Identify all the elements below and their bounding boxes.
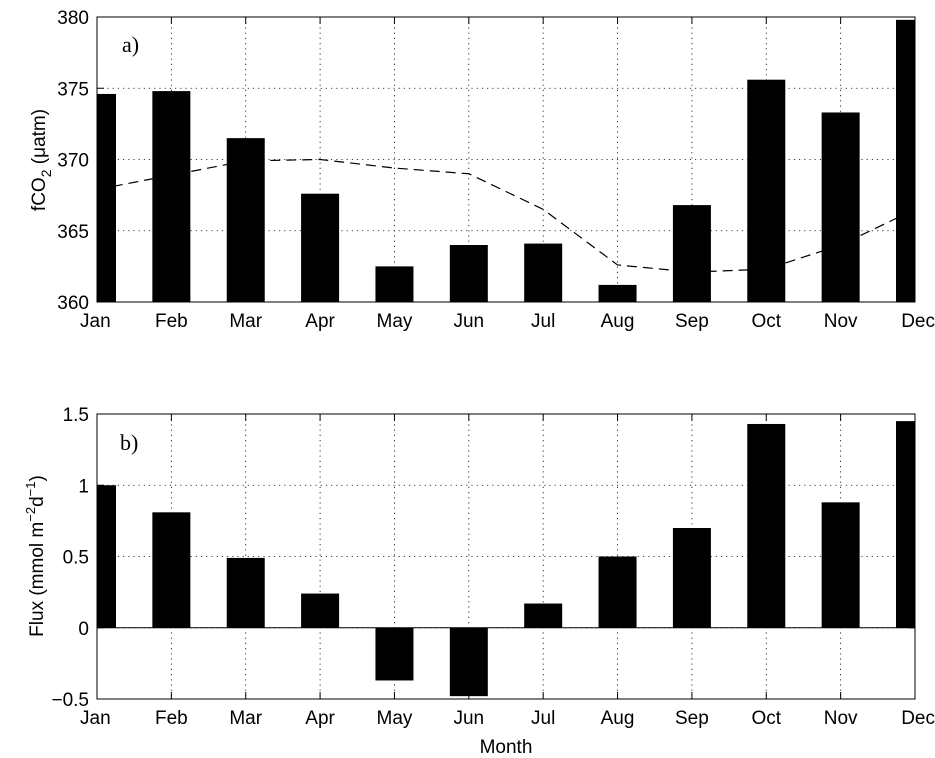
- bar-jan: [97, 485, 116, 628]
- y-tick-label: 365: [57, 222, 89, 243]
- x-tick-label: Dec: [901, 311, 935, 332]
- panel-a-dashed-line: [96, 158, 916, 273]
- x-tick-label: Oct: [751, 708, 781, 729]
- x-tick-label: Sep: [675, 311, 709, 332]
- x-tick-label: Dec: [901, 708, 935, 729]
- panel-b-y-axis-label-mid: d: [27, 496, 48, 507]
- panel-a-frame: [96, 16, 916, 303]
- x-tick-label: May: [377, 708, 413, 729]
- bar-oct: [747, 79, 786, 302]
- bar-feb: [152, 91, 191, 302]
- bar-nov: [821, 502, 860, 628]
- x-tick-label: Jun: [453, 708, 484, 729]
- x-tick-label: Mar: [229, 708, 262, 729]
- y-tick-label: 1.5: [63, 405, 89, 426]
- y-tick-label: −0.5: [51, 690, 89, 711]
- y-tick-label: 360: [57, 293, 89, 314]
- bar-dec: [896, 19, 915, 302]
- panel-a-y-axis-label: fCO2 (μatm): [29, 109, 54, 211]
- y-tick-label: 1: [78, 476, 89, 497]
- x-tick-label: May: [377, 311, 413, 332]
- panel-a-y-axis-label-unit: (μatm): [29, 109, 50, 170]
- bar-mar: [226, 138, 265, 302]
- y-tick-label: 0: [78, 619, 89, 640]
- bar-jul: [524, 243, 563, 302]
- panel-a-fco2-chart: Jan Feb Mar Apr May Jun Jul Aug Sep Oct Nov Dec 360 3…: [29, 8, 935, 332]
- bar-aug: [598, 284, 637, 302]
- panel-a-label: a): [122, 32, 139, 57]
- panel-b-y-axis-label-main: Flux (mmol m: [27, 522, 48, 637]
- x-tick-label: Jul: [531, 311, 555, 332]
- bar-mar: [226, 557, 265, 628]
- bar-sep: [672, 205, 711, 302]
- panel-b-grid: [97, 414, 915, 699]
- bar-sep: [672, 528, 711, 628]
- x-tick-label: Mar: [229, 311, 262, 332]
- x-tick-label: Aug: [601, 311, 635, 332]
- panel-b-y-axis-label-tail: ): [27, 475, 48, 481]
- panel-b-ticks: Jan Feb Mar Apr May Jun Jul Aug Sep Oct Nov Dec −0.5…: [51, 405, 935, 729]
- panel-b-y-axis-label: Flux (mmol m−2d−1): [23, 475, 48, 637]
- x-tick-label: Jan: [80, 311, 111, 332]
- panel-b-y-axis-label-sup1: −2: [23, 507, 38, 522]
- bar-feb: [152, 512, 191, 628]
- y-tick-label: 370: [57, 151, 89, 172]
- bar-jan: [97, 93, 116, 302]
- x-tick-label: Feb: [155, 708, 188, 729]
- y-tick-label: 380: [57, 8, 89, 29]
- panel-b-y-axis-label-sup2: −1: [23, 482, 38, 497]
- panel-b-label: b): [120, 430, 138, 455]
- panel-b-x-axis-label: Month: [480, 737, 533, 758]
- x-tick-label: Sep: [675, 708, 709, 729]
- bar-jun: [449, 245, 488, 302]
- panel-a-ticks: Jan Feb Mar Apr May Jun Jul Aug Sep Oct Nov Dec 360 3…: [57, 8, 935, 332]
- bar-dec: [896, 421, 915, 628]
- x-tick-label: Feb: [155, 311, 188, 332]
- bar-oct: [747, 423, 786, 628]
- panel-a-y-axis-label-main: fCO: [29, 177, 50, 211]
- y-tick-label: 0.5: [63, 548, 89, 569]
- x-tick-label: Nov: [824, 708, 858, 729]
- bar-nov: [821, 112, 860, 302]
- series-dashed-line: [96, 158, 916, 273]
- panel-b-frame: [96, 413, 916, 700]
- panel-a-y-axis-label-subscript: 2: [38, 169, 54, 177]
- bar-aug: [598, 556, 637, 628]
- x-tick-label: Apr: [305, 708, 335, 729]
- y-tick-label: 375: [57, 79, 89, 100]
- panel-a-bars: [97, 19, 915, 302]
- x-tick-label: Jan: [80, 708, 111, 729]
- bar-apr: [301, 193, 340, 302]
- bar-apr: [301, 593, 340, 628]
- x-tick-label: Oct: [751, 311, 781, 332]
- bar-may: [375, 627, 414, 681]
- x-tick-label: Jun: [453, 311, 484, 332]
- x-tick-label: Aug: [601, 708, 635, 729]
- x-tick-label: Nov: [824, 311, 858, 332]
- x-tick-label: Jul: [531, 708, 555, 729]
- bar-jun: [449, 627, 488, 697]
- x-tick-label: Apr: [305, 311, 335, 332]
- panel-b-flux-chart: Jan Feb Mar Apr May Jun Jul Aug Sep Oct Nov Dec −0.5…: [23, 405, 935, 758]
- bar-jul: [524, 603, 563, 628]
- panel-b-bars: [97, 421, 915, 697]
- panel-a-grid: [97, 17, 915, 302]
